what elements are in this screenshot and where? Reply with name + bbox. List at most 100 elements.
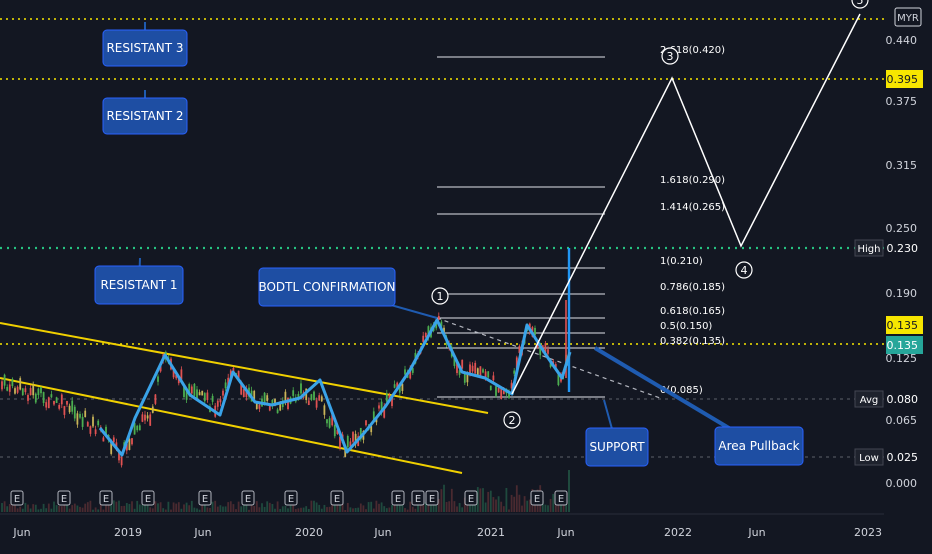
volume-bar	[380, 502, 383, 512]
candle-body	[40, 386, 42, 394]
candle-body	[424, 333, 427, 338]
volume-bar	[528, 499, 531, 512]
wave-label: 4	[741, 264, 748, 277]
volume-bar	[203, 505, 206, 512]
candle-body	[508, 390, 510, 398]
candle-body	[388, 395, 391, 399]
candle-body	[196, 389, 198, 399]
volume-bar	[190, 500, 193, 512]
candle-body	[469, 364, 471, 374]
volume-bar	[58, 505, 61, 512]
candle-body	[183, 386, 185, 398]
candle-body	[131, 438, 133, 445]
volume-bar	[110, 505, 113, 512]
candle-body	[284, 391, 287, 402]
volume-bar	[125, 503, 128, 512]
fib-level-label: 0.382(0.135)	[660, 336, 725, 347]
candle-body	[336, 429, 339, 435]
candle-body	[16, 386, 19, 393]
candle-body	[557, 373, 560, 386]
candle-body	[310, 394, 313, 400]
candle-body	[440, 321, 443, 327]
volume-bar	[349, 507, 352, 512]
volume-bar	[489, 490, 492, 512]
volume-bar	[287, 508, 289, 512]
wave-label: 5	[857, 0, 864, 7]
volume-bar	[297, 508, 300, 512]
volume-bar	[367, 502, 370, 512]
volume-bar	[219, 505, 222, 512]
volume-bar	[240, 506, 243, 512]
candle-body	[349, 441, 352, 447]
volume-bar	[445, 501, 448, 512]
candle-body	[495, 386, 497, 396]
candle-body	[66, 401, 68, 405]
volume-bar	[495, 499, 497, 512]
volume-bar	[357, 507, 360, 512]
earnings-marker	[554, 490, 568, 506]
candle-body	[94, 429, 97, 434]
candle-body	[55, 397, 58, 404]
candle-body	[313, 391, 315, 401]
candle-body	[370, 425, 373, 433]
candle-body	[461, 359, 464, 369]
volume-bar	[196, 508, 198, 512]
candle-body	[385, 393, 388, 402]
volume-bar	[404, 508, 406, 512]
volume-bar	[157, 503, 159, 512]
candle-body	[45, 402, 48, 408]
wave-label: 1	[437, 290, 444, 303]
volume-bar	[151, 508, 154, 512]
price-tick-label: 0.315	[886, 159, 918, 172]
candle-body	[539, 343, 542, 356]
price-tag-box	[886, 239, 923, 257]
earnings-marker-label: E	[202, 494, 208, 505]
volume-bar	[365, 509, 367, 512]
price-tag-box	[886, 70, 923, 88]
candle-body	[398, 384, 401, 393]
candle-body	[227, 377, 230, 387]
time-tick-label: 2023	[854, 526, 882, 539]
volume-bar	[112, 500, 115, 512]
volume-bar	[318, 504, 321, 512]
candle-body	[515, 357, 518, 370]
earnings-marker-label: E	[395, 494, 401, 505]
candle-body	[279, 401, 282, 411]
volume-bar	[89, 500, 92, 512]
volume-bar	[326, 507, 328, 512]
candle-body	[383, 406, 386, 418]
volume-bar	[6, 506, 9, 512]
candle-body	[437, 315, 440, 320]
volume-bar	[443, 484, 445, 512]
candle-body	[190, 386, 193, 394]
callout-text: RESISTANT 2	[106, 109, 183, 123]
volume-bar	[37, 509, 40, 512]
time-axis[interactable]: Jun 2019 Jun 2020 Jun 2021 Jun 2022 Jun 2023	[0, 513, 884, 539]
volume-bar	[554, 504, 557, 512]
candle-body	[211, 395, 214, 402]
candle-body	[201, 390, 204, 396]
volume-bar	[479, 488, 482, 512]
earnings-marker-label: E	[245, 494, 251, 505]
volume-bar	[102, 509, 105, 512]
wave-label-circle	[851, 0, 869, 9]
candle-body	[219, 399, 222, 403]
volume-bar	[409, 501, 412, 512]
candle-body	[11, 379, 14, 387]
volume-bar	[250, 500, 253, 512]
price-axis[interactable]: 0.440 0.375 0.315 0.250 0.190 0.125 0.065 0.000…	[854, 0, 932, 550]
candle-body	[380, 401, 383, 413]
volume-bar	[378, 503, 380, 512]
volume-bar	[268, 502, 271, 512]
volume-bar	[14, 503, 16, 512]
candle-body	[326, 419, 328, 424]
volume-bar	[198, 509, 201, 512]
candle-body	[255, 403, 258, 409]
volume-bar	[372, 508, 375, 512]
candle-body	[549, 362, 552, 367]
candle-body	[188, 384, 191, 395]
candle-body	[393, 384, 396, 388]
candle-body	[102, 437, 105, 442]
